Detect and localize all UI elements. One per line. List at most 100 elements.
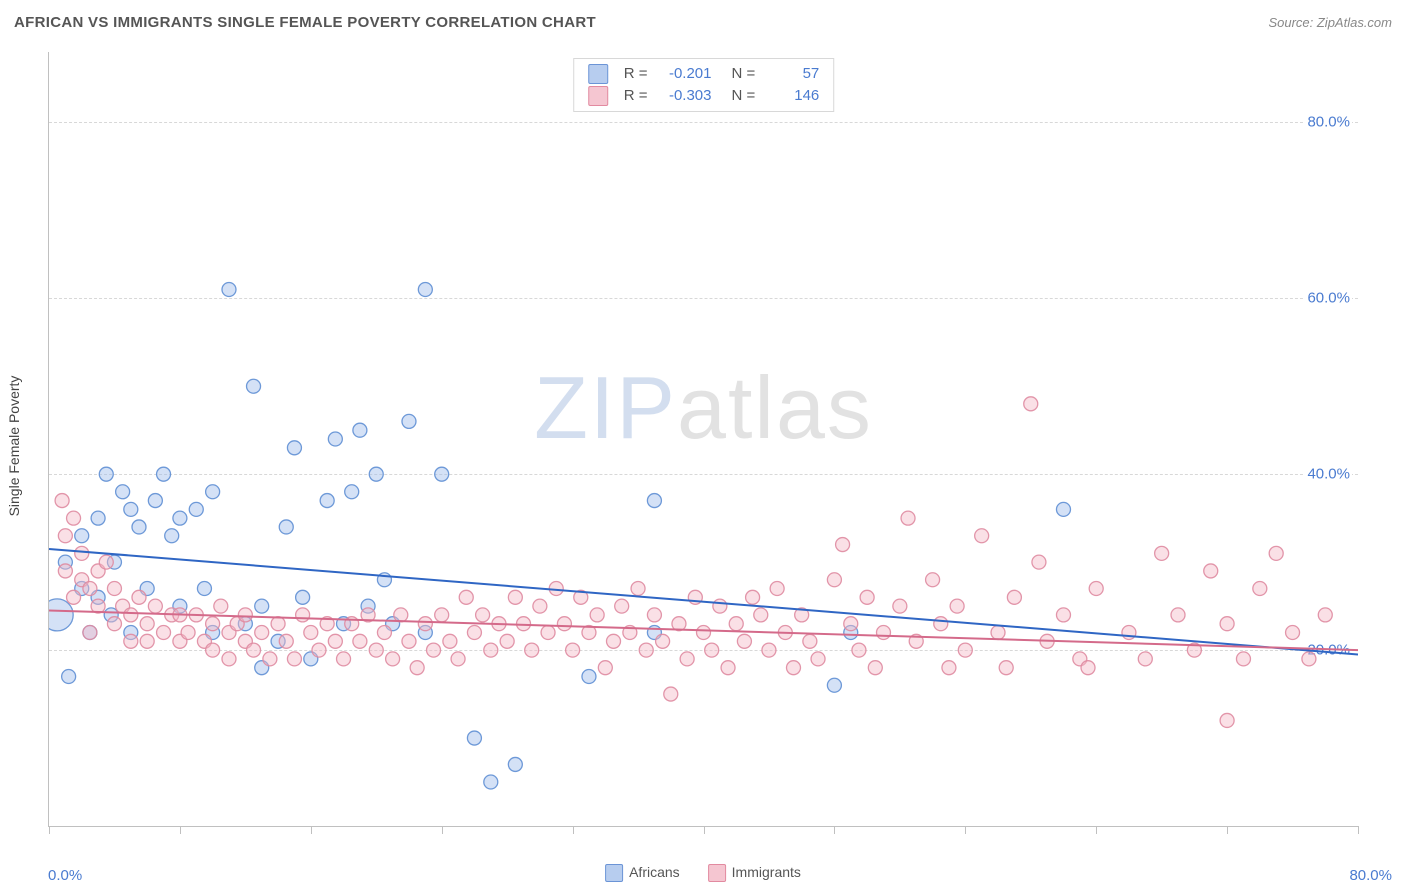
scatter-point-immigrants	[148, 599, 162, 613]
scatter-point-immigrants	[868, 661, 882, 675]
scatter-point-immigrants	[337, 652, 351, 666]
scatter-point-immigrants	[1269, 546, 1283, 560]
scatter-point-immigrants	[312, 643, 326, 657]
scatter-point-immigrants	[811, 652, 825, 666]
scatter-point-immigrants	[459, 590, 473, 604]
stat-legend-row: R =-0.201N =57	[588, 63, 820, 85]
scatter-point-immigrants	[132, 590, 146, 604]
scatter-point-africans	[287, 441, 301, 455]
scatter-point-africans	[435, 467, 449, 481]
scatter-point-immigrants	[999, 661, 1013, 675]
x-tick	[1096, 826, 1097, 834]
scatter-point-africans	[255, 599, 269, 613]
scatter-point-immigrants	[83, 626, 97, 640]
scatter-point-immigrants	[566, 643, 580, 657]
scatter-point-immigrants	[860, 590, 874, 604]
scatter-point-immigrants	[876, 626, 890, 640]
scatter-point-africans	[402, 414, 416, 428]
scatter-point-immigrants	[958, 643, 972, 657]
scatter-point-immigrants	[598, 661, 612, 675]
scatter-point-immigrants	[1171, 608, 1185, 622]
scatter-point-immigrants	[656, 634, 670, 648]
scatter-point-immigrants	[1236, 652, 1250, 666]
scatter-point-immigrants	[500, 634, 514, 648]
legend-label: Immigrants	[732, 864, 801, 880]
scatter-point-immigrants	[140, 634, 154, 648]
x-tick	[49, 826, 50, 834]
scatter-point-immigrants	[1007, 590, 1021, 604]
scatter-point-africans	[467, 731, 481, 745]
source-prefix: Source:	[1268, 15, 1316, 30]
scatter-point-africans	[1056, 502, 1070, 516]
x-tick	[1227, 826, 1228, 834]
scatter-point-immigrants	[353, 634, 367, 648]
scatter-point-immigrants	[631, 582, 645, 596]
scatter-point-immigrants	[58, 564, 72, 578]
scatter-point-immigrants	[1220, 713, 1234, 727]
scatter-point-immigrants	[803, 634, 817, 648]
scatter-point-immigrants	[75, 546, 89, 560]
scatter-point-immigrants	[1220, 617, 1234, 631]
scatter-point-immigrants	[541, 626, 555, 640]
scatter-point-immigrants	[222, 652, 236, 666]
scatter-point-africans	[222, 282, 236, 296]
scatter-point-immigrants	[926, 573, 940, 587]
scatter-point-immigrants	[737, 634, 751, 648]
scatter-point-immigrants	[67, 590, 81, 604]
scatter-point-immigrants	[729, 617, 743, 631]
scatter-point-africans	[369, 467, 383, 481]
scatter-point-africans	[197, 582, 211, 596]
scatter-point-immigrants	[893, 599, 907, 613]
scatter-point-africans	[647, 494, 661, 508]
scatter-point-immigrants	[467, 626, 481, 640]
x-tick	[573, 826, 574, 834]
scatter-point-immigrants	[124, 634, 138, 648]
chart-source: Source: ZipAtlas.com	[1268, 15, 1392, 30]
scatter-point-africans	[484, 775, 498, 789]
scatter-point-africans	[62, 669, 76, 683]
scatter-point-immigrants	[713, 599, 727, 613]
scatter-point-immigrants	[369, 643, 383, 657]
stat-r-label: R =	[624, 63, 648, 85]
scatter-point-immigrants	[304, 626, 318, 640]
stat-r-label: R =	[624, 85, 648, 107]
scatter-point-immigrants	[255, 626, 269, 640]
scatter-point-africans	[189, 502, 203, 516]
scatter-point-immigrants	[1081, 661, 1095, 675]
legend-bottom: Africans Immigrants	[605, 864, 801, 882]
scatter-point-immigrants	[99, 555, 113, 569]
scatter-point-immigrants	[271, 617, 285, 631]
scatter-point-immigrants	[721, 661, 735, 675]
scatter-point-immigrants	[279, 634, 293, 648]
scatter-point-immigrants	[427, 643, 441, 657]
scatter-point-immigrants	[410, 661, 424, 675]
scatter-point-immigrants	[386, 652, 400, 666]
scatter-point-africans	[132, 520, 146, 534]
legend-item: Africans	[605, 864, 680, 882]
scatter-point-africans	[124, 502, 138, 516]
scatter-point-africans	[328, 432, 342, 446]
scatter-point-immigrants	[697, 626, 711, 640]
scatter-point-immigrants	[901, 511, 915, 525]
stat-n-label: N =	[732, 85, 756, 107]
scatter-point-immigrants	[58, 529, 72, 543]
legend-swatch	[605, 864, 623, 882]
scatter-point-immigrants	[1253, 582, 1267, 596]
scatter-point-immigrants	[140, 617, 154, 631]
scatter-point-immigrants	[263, 652, 277, 666]
legend-item: Immigrants	[708, 864, 801, 882]
scatter-point-immigrants	[934, 617, 948, 631]
scatter-point-immigrants	[762, 643, 776, 657]
scatter-point-immigrants	[247, 643, 261, 657]
scatter-point-africans	[247, 379, 261, 393]
scatter-point-immigrants	[770, 582, 784, 596]
scatter-point-immigrants	[786, 661, 800, 675]
scatter-point-immigrants	[517, 617, 531, 631]
scatter-point-immigrants	[844, 617, 858, 631]
scatter-point-immigrants	[1155, 546, 1169, 560]
scatter-point-africans	[279, 520, 293, 534]
scatter-point-immigrants	[664, 687, 678, 701]
scatter-point-africans	[320, 494, 334, 508]
stat-n-value: 57	[765, 63, 819, 85]
legend-swatch	[588, 86, 608, 106]
